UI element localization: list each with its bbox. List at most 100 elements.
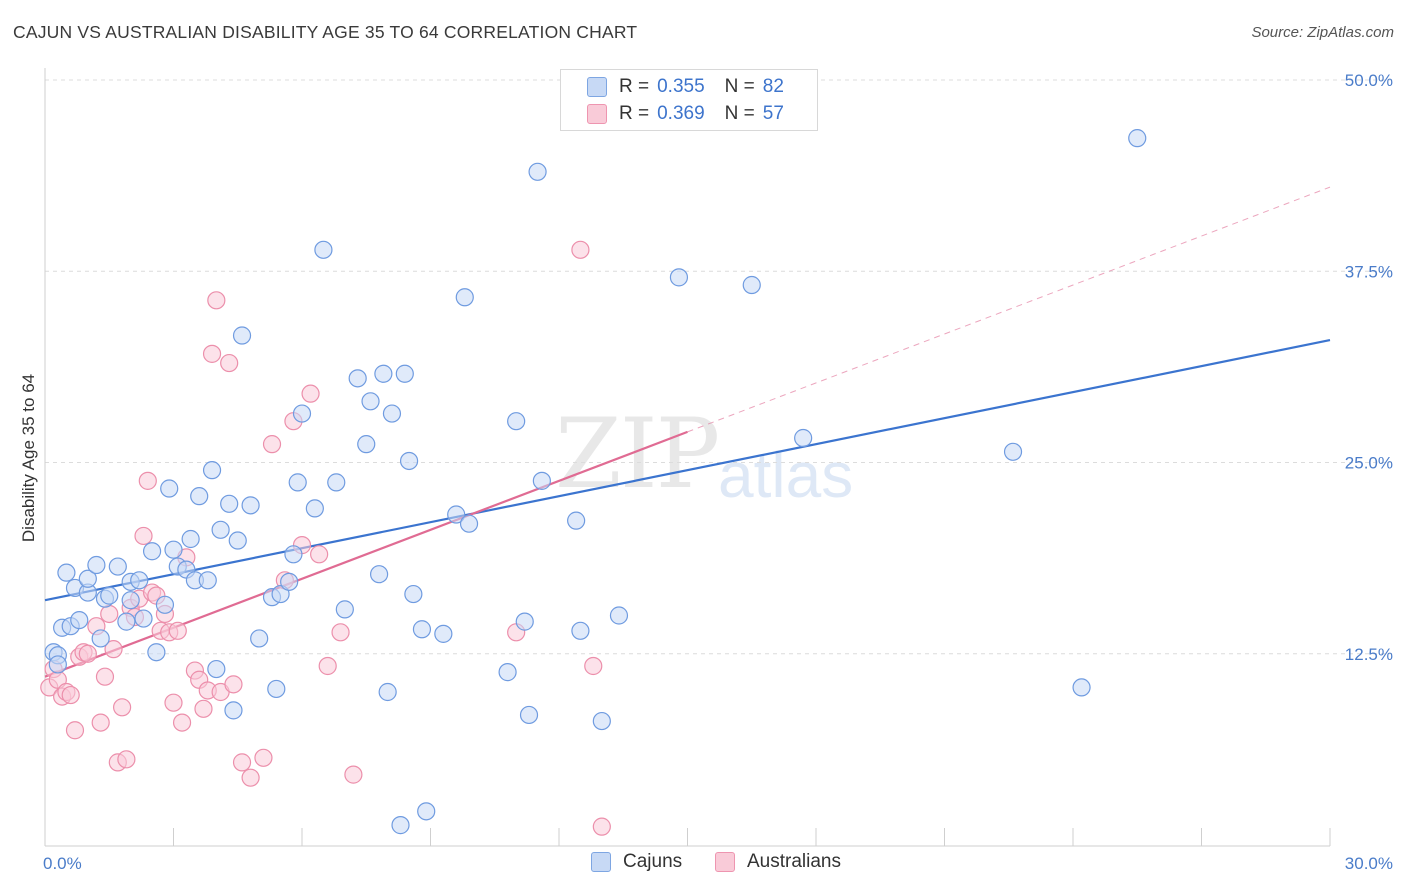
cajuns-point [515,612,534,631]
australians-point [95,667,115,686]
tick-labels: 12.5% 25.0% 37.5% 50.0% 0.0% 30.0% [43,71,1393,873]
australians-point [318,656,337,676]
australians-point [224,675,243,694]
cajuns-point [348,369,367,388]
trend-lines [44,186,1331,678]
legend-r-label: R = [619,76,650,97]
australians-point [112,698,132,717]
australians-point [310,545,329,564]
australians-point [78,644,97,663]
australians-point [220,353,239,373]
australians-point [202,344,222,363]
cajuns-point [121,591,140,610]
australians-point [241,768,260,787]
legend-item-australians[interactable]: Australians [715,851,841,873]
x-tick-label: 30.0% [1345,854,1393,873]
cajuns-point [207,659,226,679]
australians-point [168,621,187,640]
cajuns-point [519,705,539,725]
legend-swatch-cajuns [587,77,607,97]
australians-point [134,526,153,546]
cajuns-point [357,435,376,454]
cajuns-point [399,451,419,471]
legend-row-cajuns: R = 0.355 N = 82 [561,74,784,100]
legend-row-australians: R = 0.369 N = 57 [561,101,784,127]
cajuns-point [190,487,209,506]
cajuns-point [288,473,307,492]
legend-n-label: N = [724,76,755,97]
cajuns-point [434,624,453,643]
cajuns-point [370,565,389,584]
australians-point [194,699,213,718]
correlation-legend: R = 0.355 N = 82 R = 0.369 N = 57 [560,69,818,131]
cajuns-point [280,572,299,591]
australians-point [61,685,80,705]
cajuns-point [228,531,247,550]
legend-item-cajuns[interactable]: Cajuns [591,851,682,873]
cajuns-point [507,412,526,431]
cajuns-point [314,240,333,259]
legend-r-value: 0.369 [657,103,705,124]
cajuns-point [70,610,89,630]
cajuns-point [267,679,286,699]
cajuns-point [147,643,166,662]
cajuns-point [592,711,611,731]
data-points [40,129,1147,836]
cajuns-point [361,392,380,411]
cajuns-point [198,571,217,590]
cajuns-point [241,496,260,515]
australians-point [232,753,252,772]
cajuns-point [447,505,466,524]
cajuns-point [142,542,162,561]
cajuns-point [609,606,629,625]
australians-point [301,384,320,403]
australians-point [65,721,85,740]
cajuns-point [498,663,517,682]
cajuns-point [220,494,239,513]
cajuns-point [160,479,179,498]
australians-point [104,640,123,659]
cajuns-point [374,364,393,383]
legend-r-value: 0.355 [657,76,705,97]
cajuns-point [108,557,127,576]
australians-point [207,291,226,310]
cajuns-point [395,364,414,383]
australians-point [254,748,273,767]
y-axis-label: Disability Age 35 to 64 [19,374,38,542]
cajuns-point [117,612,136,631]
australians-point [592,817,611,836]
cajuns-point [1128,129,1147,148]
y-tick-label: 37.5% [1345,262,1393,281]
cajuns-point [100,586,119,605]
australians-point [138,471,157,490]
legend-n-label: N = [724,103,755,124]
legend-label-australians: Australians [747,851,841,872]
cajuns-point [412,620,432,639]
australians-point [571,240,590,259]
australians-point [584,656,603,676]
cajuns-point [382,404,402,423]
cajuns-point [417,802,436,821]
australians-point [344,765,363,784]
legend-swatch-cajuns [591,852,611,872]
cajuns-point [211,520,230,539]
y-tick-label: 25.0% [1345,454,1393,473]
cajuns-point [532,471,551,490]
cajuns-point [164,540,183,559]
source-label: Source: ZipAtlas.com [1251,24,1394,41]
cajuns-point [459,514,479,533]
australians-point [164,693,183,712]
cajuns-point [130,571,149,590]
x-tick-label: 0.0% [43,854,82,873]
cajuns-point [571,621,590,640]
cajuns-point [48,655,67,674]
cajuns-point [391,816,410,835]
cajuns-point [528,162,547,181]
legend-label-cajuns: Cajuns [623,851,683,872]
cajuns-point [87,555,106,575]
axes [44,68,1331,847]
cajuns-point [669,268,689,287]
cajuns-point [305,499,324,518]
cajuns-point [292,404,312,423]
